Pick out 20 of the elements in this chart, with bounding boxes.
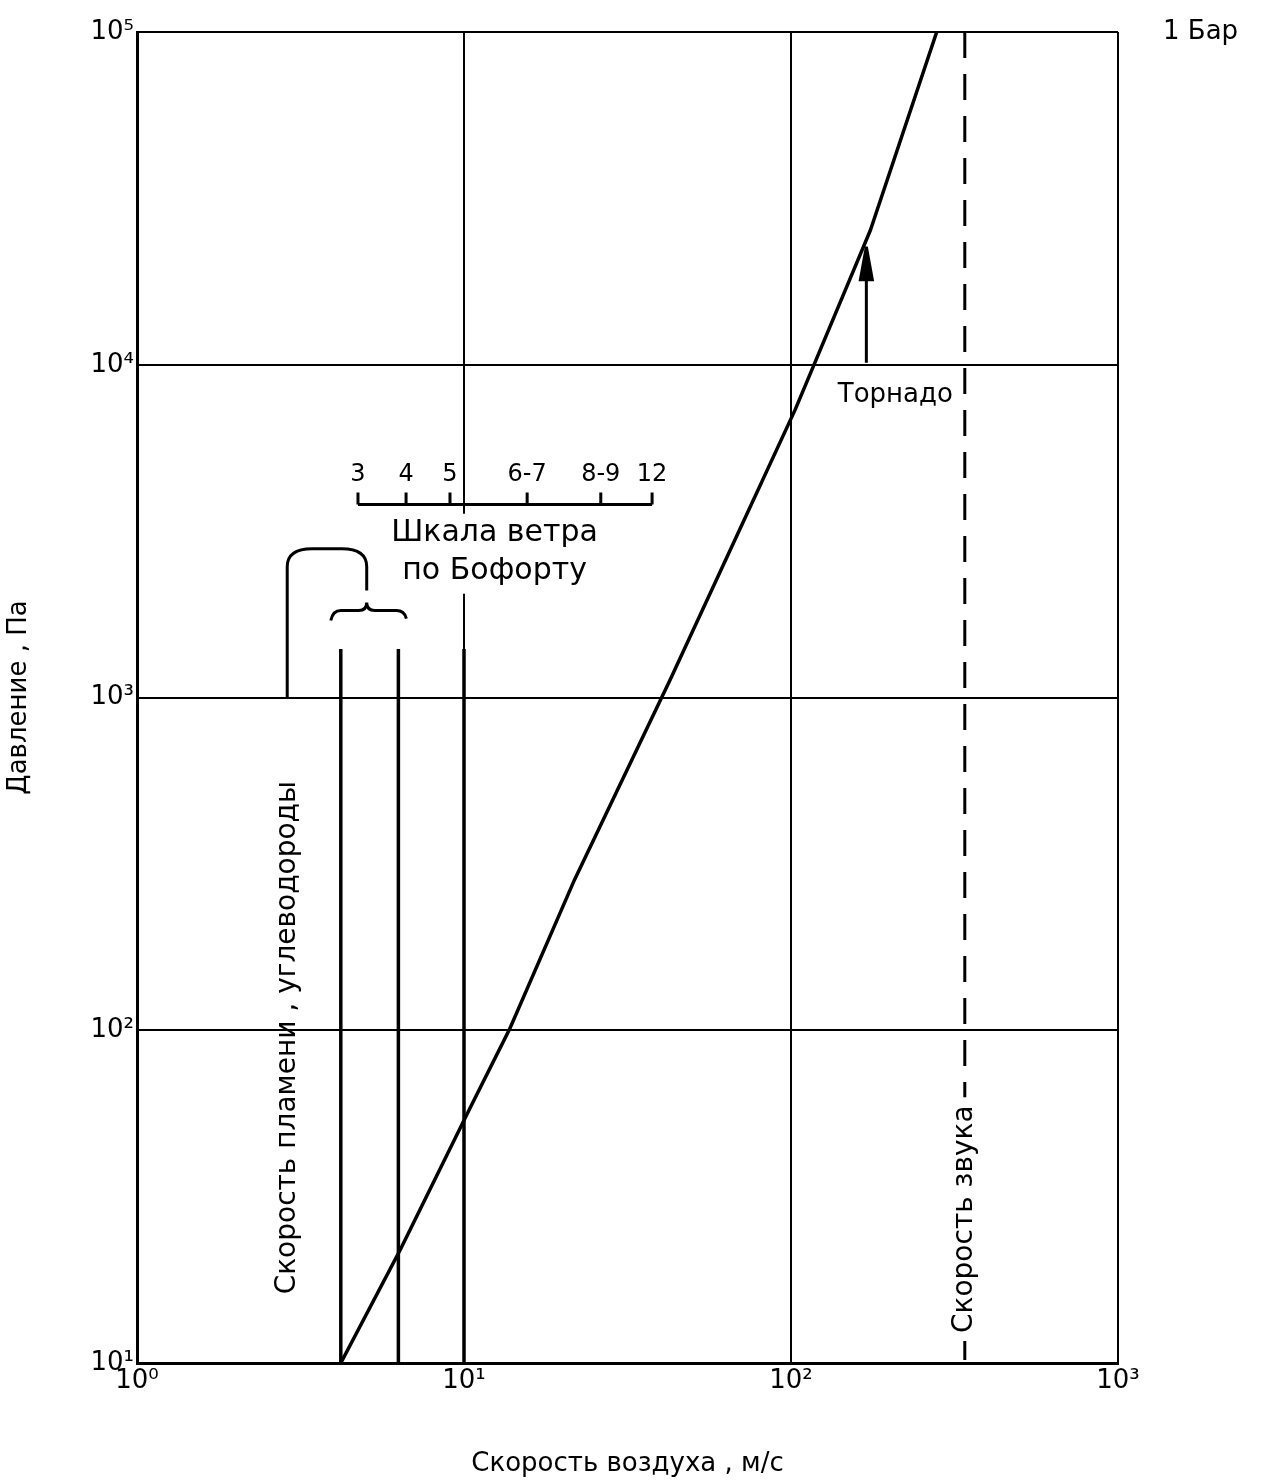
annotation: 8-9 xyxy=(581,458,621,487)
annotation: Торнадо xyxy=(836,377,953,408)
annotation: 3 xyxy=(350,458,366,487)
text: 1 Бар xyxy=(1163,14,1239,45)
ref-line-label: Скорость звука xyxy=(946,1105,980,1333)
y-axis-title: Давление , Па xyxy=(2,600,33,795)
y-tick-label: 10⁴ xyxy=(90,347,134,378)
annotation: 4 xyxy=(398,458,414,487)
x-axis-title: Скорость воздуха , м/с xyxy=(471,1447,784,1478)
annotation: 5 xyxy=(442,458,458,487)
y-tick-label: 10² xyxy=(90,1013,134,1043)
y-tick-label: 10³ xyxy=(90,680,134,711)
annotation: Скорость пламени , углеводороды xyxy=(268,780,302,1295)
x-tick-label: 10¹ xyxy=(442,1364,486,1395)
annotation: Шкала ветра по Бофорту xyxy=(391,513,598,587)
x-tick-label: 10³ xyxy=(1096,1364,1140,1395)
x-tick-label: 10² xyxy=(769,1364,813,1395)
annotation: 12 xyxy=(636,458,668,487)
y-tick-label: 10⁵ xyxy=(90,14,134,45)
annotation: 6-7 xyxy=(507,458,547,487)
